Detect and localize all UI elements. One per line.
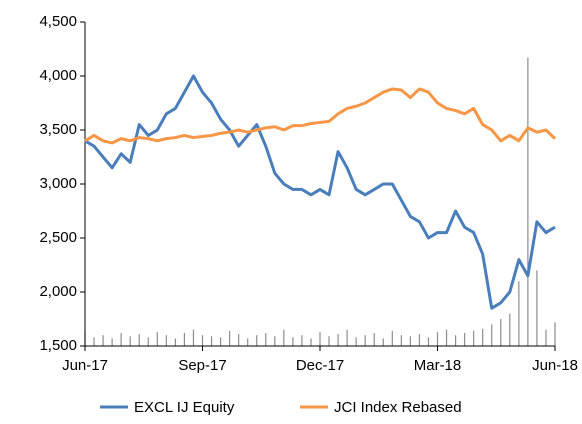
y-tick-label: 2,000 xyxy=(39,283,77,300)
x-tick-label: Jun-18 xyxy=(532,357,578,374)
legend-label: JCI Index Rebased xyxy=(334,399,462,416)
legend-label: EXCL IJ Equity xyxy=(134,399,235,416)
series-line xyxy=(84,87,557,145)
y-tick-label: 3,500 xyxy=(39,121,77,138)
series-line xyxy=(84,74,556,310)
x-tick-label: Jun-17 xyxy=(62,357,108,374)
x-tick-label: Dec-17 xyxy=(296,357,344,374)
y-tick-label: 1,500 xyxy=(39,337,77,354)
y-tick-label: 4,000 xyxy=(39,67,77,84)
x-tick-label: Mar-18 xyxy=(414,357,462,374)
x-tick-label: Sep-17 xyxy=(178,357,226,374)
y-tick-label: 2,500 xyxy=(39,229,77,246)
y-tick-label: 3,000 xyxy=(39,175,77,192)
y-tick-label: 4,500 xyxy=(39,13,77,30)
